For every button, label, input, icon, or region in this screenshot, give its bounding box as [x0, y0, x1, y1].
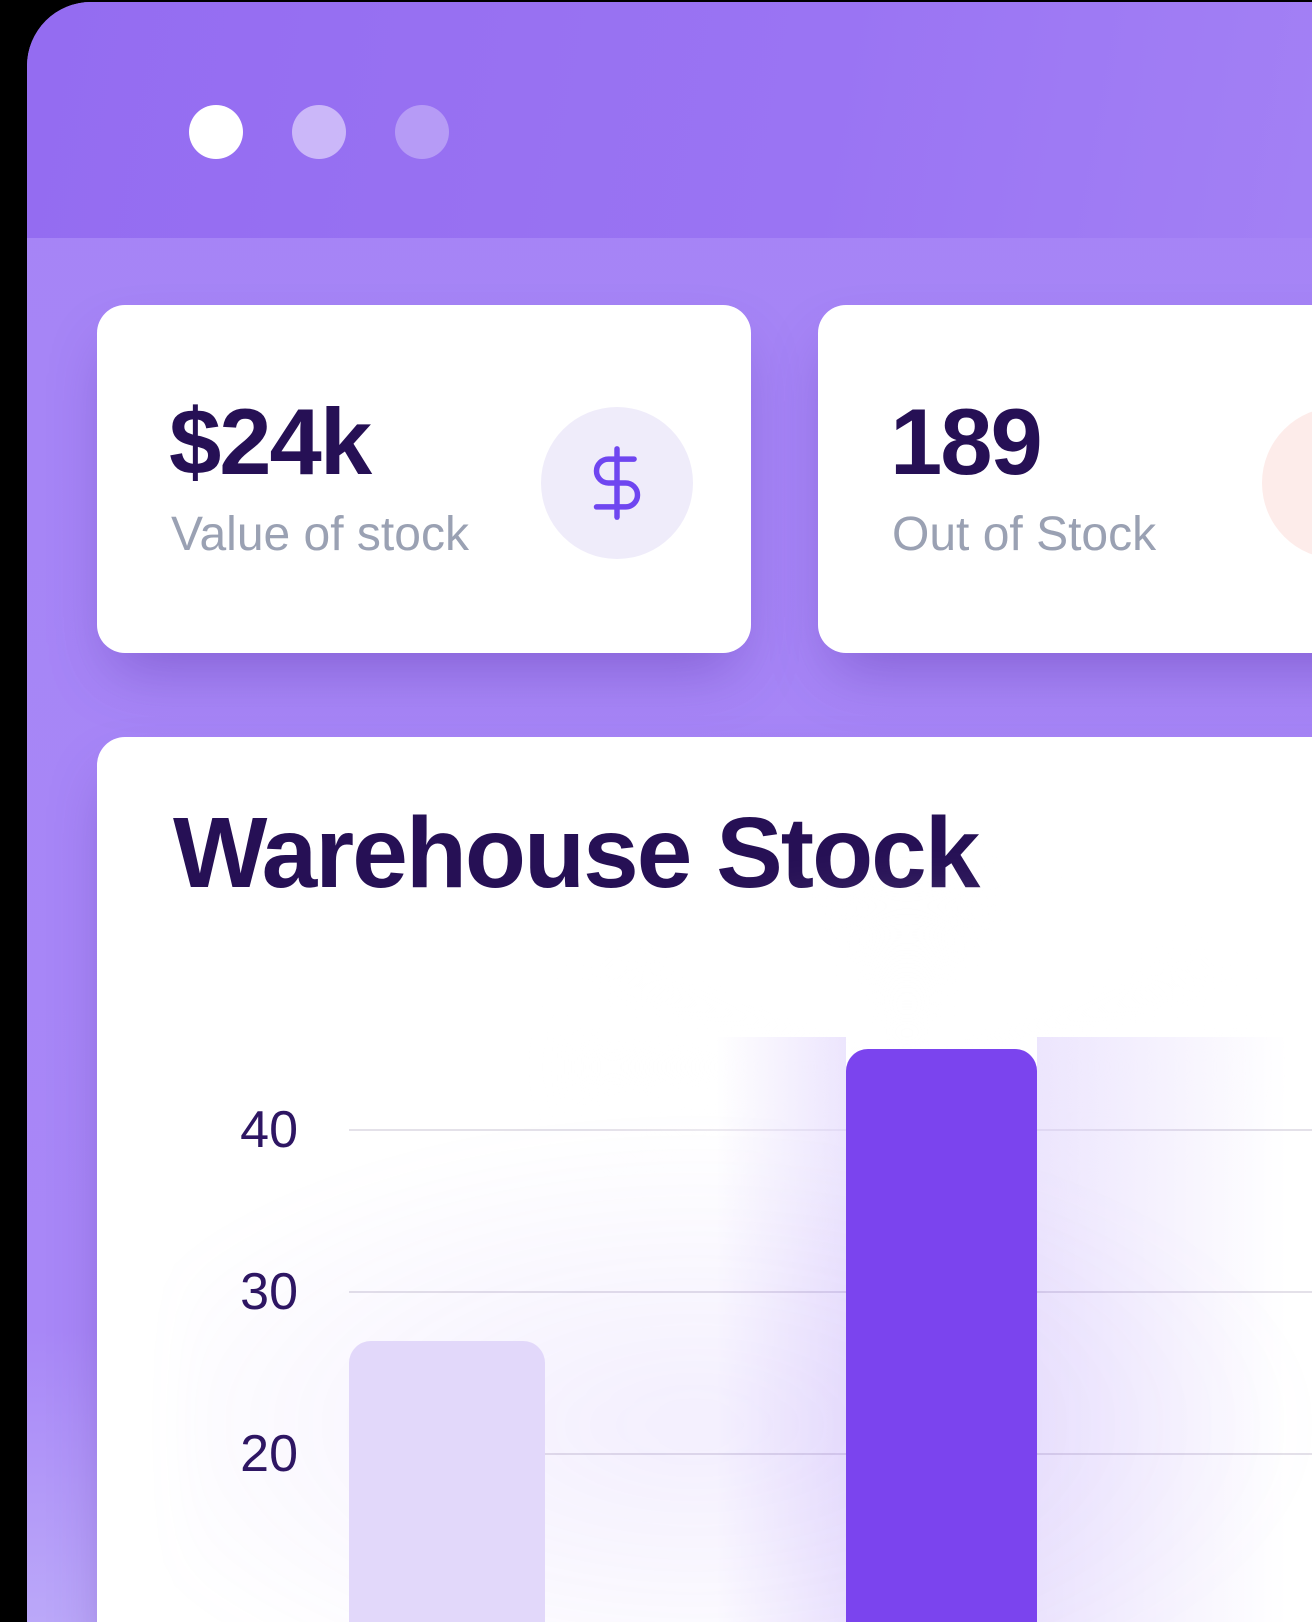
- stat-value: $24k: [169, 389, 372, 494]
- browser-window: $24k Value of stock 189 Out of Stock War…: [27, 2, 1312, 1622]
- y-axis-tick: 30: [240, 1263, 298, 1321]
- window-dot-icon[interactable]: [292, 105, 346, 159]
- gridline-30: [349, 1291, 1312, 1293]
- stat-card-value-of-stock: $24k Value of stock: [97, 305, 751, 653]
- gridline-20: [349, 1453, 1312, 1455]
- y-axis-tick: 40: [240, 1101, 298, 1159]
- y-axis-tick: 20: [240, 1425, 298, 1483]
- stat-label: Out of Stock: [892, 508, 1157, 561]
- stat-value: 189: [890, 389, 1043, 494]
- chart-bar-2[interactable]: [846, 1049, 1037, 1622]
- chart-glow: [1037, 1037, 1287, 1622]
- window-dot-icon[interactable]: [189, 105, 243, 159]
- window-dot-icon[interactable]: [395, 105, 449, 159]
- stat-label: Value of stock: [171, 508, 469, 561]
- chart-glow: [716, 1037, 846, 1622]
- chart-bar-1[interactable]: [349, 1340, 545, 1622]
- warehouse-stock-card: Warehouse Stock 40 30 20: [97, 737, 1312, 1622]
- out-of-stock-icon: [1262, 407, 1312, 559]
- chart-title: Warehouse Stock: [173, 797, 980, 909]
- window-titlebar: [27, 2, 1312, 238]
- dollar-icon: [541, 407, 693, 559]
- stat-card-out-of-stock: 189 Out of Stock: [818, 305, 1312, 653]
